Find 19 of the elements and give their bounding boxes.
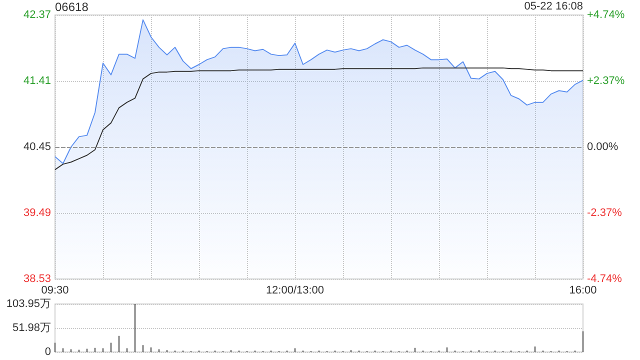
y-tick-label: 51.98万 bbox=[12, 322, 51, 334]
x-tick-label: 16:00 bbox=[569, 284, 597, 296]
y2-tick-label: +4.74% bbox=[587, 9, 625, 21]
y-tick-label: 38.53 bbox=[23, 273, 51, 285]
chart-title: 06618 bbox=[55, 0, 89, 14]
y-tick-label: 42.37 bbox=[23, 9, 51, 21]
x-tick-label: 09:30 bbox=[41, 284, 69, 296]
y-tick-label: 41.41 bbox=[23, 75, 51, 87]
y2-tick-label: +2.37% bbox=[587, 75, 625, 87]
y2-tick-label: -2.37% bbox=[587, 207, 622, 219]
y-tick-label: 0 bbox=[44, 346, 51, 358]
x-tick-label: 12:00/13:00 bbox=[266, 284, 324, 296]
y-tick-label: 39.49 bbox=[23, 207, 51, 219]
text: 05-22 16:08 bbox=[524, 0, 583, 12]
line-series bbox=[54, 67, 584, 170]
y-tick-label: 103.95万 bbox=[6, 298, 51, 310]
y2-tick-label: -4.74% bbox=[587, 273, 622, 285]
y2-tick-label: 0.00% bbox=[587, 141, 618, 153]
y-tick-label: 40.45 bbox=[23, 141, 51, 153]
